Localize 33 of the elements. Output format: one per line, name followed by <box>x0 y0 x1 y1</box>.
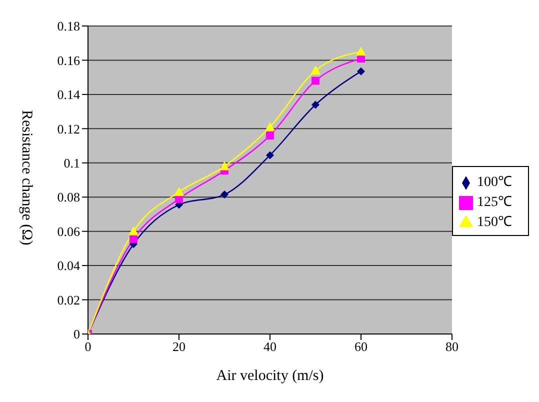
legend-label: 125℃ <box>477 195 512 210</box>
y-tick-label: 0.18 <box>57 18 80 34</box>
point <box>310 65 320 74</box>
legend-label: 150℃ <box>477 215 512 230</box>
point <box>128 226 138 236</box>
x-tick-label: 60 <box>354 339 368 354</box>
y-tick-label: 0.1 <box>64 156 80 171</box>
y-tick-label: 0.02 <box>57 292 80 308</box>
y-tick-label: 0.06 <box>57 224 80 239</box>
point <box>357 67 365 76</box>
point <box>130 235 138 244</box>
point <box>356 46 366 56</box>
legend-label: 100℃ <box>477 175 512 190</box>
y-tick-label: 0.08 <box>57 190 80 205</box>
point <box>220 190 228 199</box>
point <box>266 151 274 160</box>
point <box>266 132 274 140</box>
y-tick-label: 0.16 <box>57 52 80 68</box>
x-tick-label: 0 <box>84 339 92 354</box>
point <box>220 161 230 170</box>
point <box>312 100 320 109</box>
x-tick-label: 80 <box>446 339 458 354</box>
x-tick-label: 20 <box>172 339 186 354</box>
y-tick-label: 0.12 <box>57 121 80 136</box>
x-axis-title: Air velocity (m/s) <box>216 368 324 384</box>
y-tick-label: 0.04 <box>57 258 80 274</box>
point <box>312 76 320 85</box>
y-tick-label: 0.14 <box>57 87 80 102</box>
y-tick-label: 0 <box>74 326 80 342</box>
x-tick-label: 40 <box>264 339 276 354</box>
y-axis-title: Resistance change (Ω) <box>18 110 35 246</box>
point <box>174 186 184 196</box>
point <box>265 122 275 131</box>
